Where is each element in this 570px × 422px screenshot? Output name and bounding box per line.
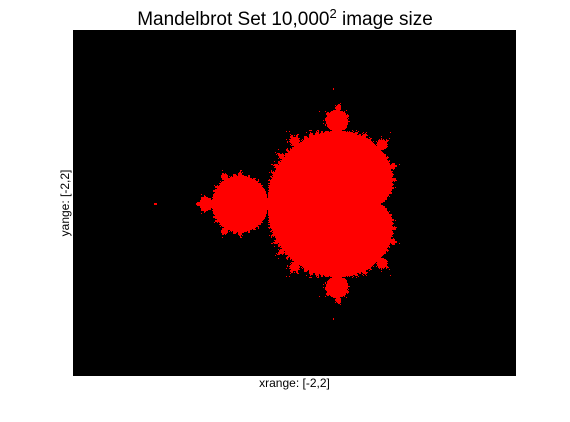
mandelbrot-heatmap bbox=[74, 31, 515, 375]
chart-title: Mandelbrot Set 10,0002 image size bbox=[0, 6, 570, 32]
chart-title-main: Mandelbrot Set 10,000 bbox=[137, 9, 330, 30]
chart-title-superscript: 2 bbox=[329, 6, 337, 21]
mandelbrot-set-region bbox=[154, 88, 400, 320]
x-axis-label: xrange: [-2,2] bbox=[259, 376, 330, 390]
plot-area bbox=[73, 30, 516, 376]
chart-title-suffix: image size bbox=[336, 9, 433, 30]
y-axis-label: yange: [-2,2] bbox=[58, 169, 72, 237]
